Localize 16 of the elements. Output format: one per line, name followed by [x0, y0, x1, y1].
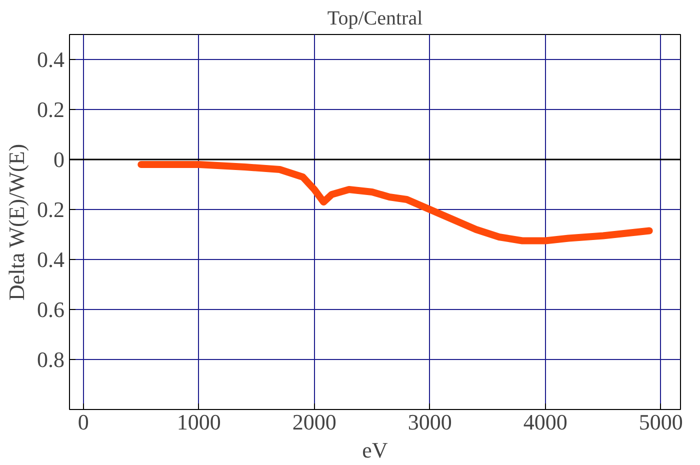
x-tick-label: 5000: [638, 410, 683, 434]
x-axis-title: eV: [362, 438, 388, 462]
y-tick-label: 0.6: [37, 297, 64, 322]
y-tick-label: 0.2: [37, 97, 64, 122]
y-tick-label: 0.4: [37, 47, 64, 72]
y-tick-label: 0: [54, 147, 64, 172]
x-tick-label: 4000: [523, 410, 568, 434]
x-tick-label: 0: [78, 410, 89, 434]
chart-title: Top/Central: [327, 8, 424, 30]
y-tick-label: 0.2: [37, 197, 64, 222]
y-tick-label: 0.4: [37, 247, 64, 272]
x-tick-label: 2000: [292, 410, 336, 434]
x-tick-label: 1000: [176, 410, 221, 434]
x-tick-label: 3000: [408, 410, 452, 434]
y-axis-title: Delta W(E)/W(E): [4, 144, 29, 300]
y-tick-label: 0.8: [37, 347, 64, 372]
